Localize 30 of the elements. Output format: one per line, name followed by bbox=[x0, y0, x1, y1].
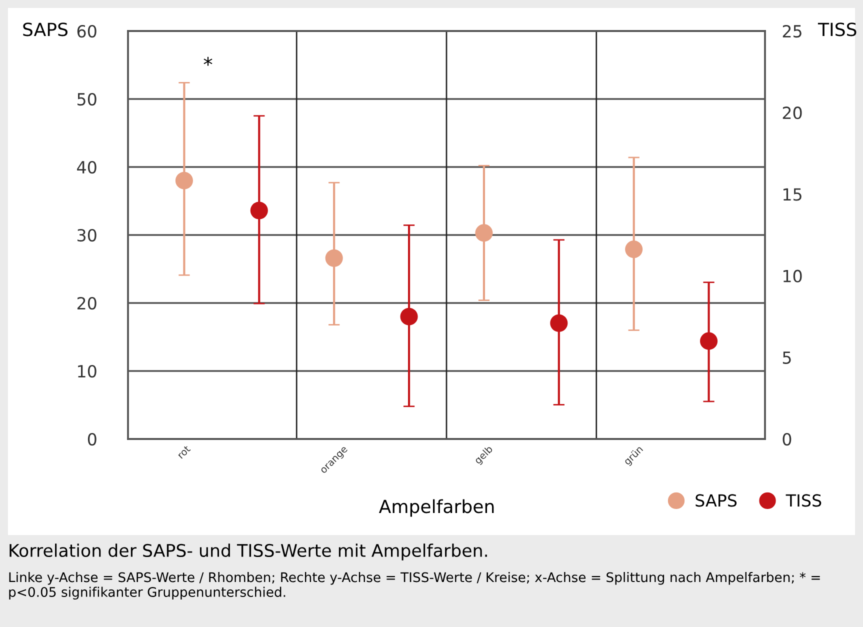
text: Linke y-Achse = SAPS-Werte / Rhomben; Rechte y-Achse = TISS-Werte / Kreise; x-Achse = Splittung nach Ampelfarben; * = p<0.05 signifikanter Gruppenunterschied. bbox=[9, 572, 820, 600]
annotation: * bbox=[204, 56, 212, 66]
legend-label: SAPS bbox=[696, 494, 737, 507]
y-tick-label: 0 bbox=[88, 432, 96, 446]
y-tick-label: 30 bbox=[78, 228, 96, 242]
point bbox=[175, 172, 193, 190]
legend-label: TISS bbox=[786, 494, 822, 507]
point bbox=[250, 202, 268, 220]
point bbox=[700, 332, 718, 350]
x-tick-label: rot bbox=[177, 445, 191, 459]
y2-tick-label: 25 bbox=[782, 24, 802, 38]
y-tick-label: 60 bbox=[77, 24, 96, 38]
point bbox=[475, 224, 493, 242]
y2-axis-title: TISS bbox=[818, 22, 856, 36]
y2-tick-label: 5 bbox=[782, 352, 791, 364]
point bbox=[400, 308, 418, 326]
x-axis-title: Ampelfarben bbox=[378, 499, 494, 517]
y2-tick-label: 0 bbox=[782, 432, 792, 446]
y-tick-label: 20 bbox=[77, 296, 96, 310]
point bbox=[325, 249, 343, 267]
y2-tick-label: 10 bbox=[783, 270, 802, 282]
y2-tick-label: 15 bbox=[783, 188, 802, 201]
point bbox=[550, 314, 568, 332]
text: Korrelation der SAPS- und TISS-Werte mit Ampelfarben. bbox=[10, 544, 487, 560]
y-tick-label: 40 bbox=[77, 160, 96, 174]
y-tick-label: 10 bbox=[78, 364, 96, 378]
y-axis-title: SAPS bbox=[23, 22, 68, 36]
y-tick-label: 50 bbox=[78, 92, 96, 106]
point bbox=[625, 240, 643, 258]
y2-tick-label: 20 bbox=[782, 106, 802, 120]
